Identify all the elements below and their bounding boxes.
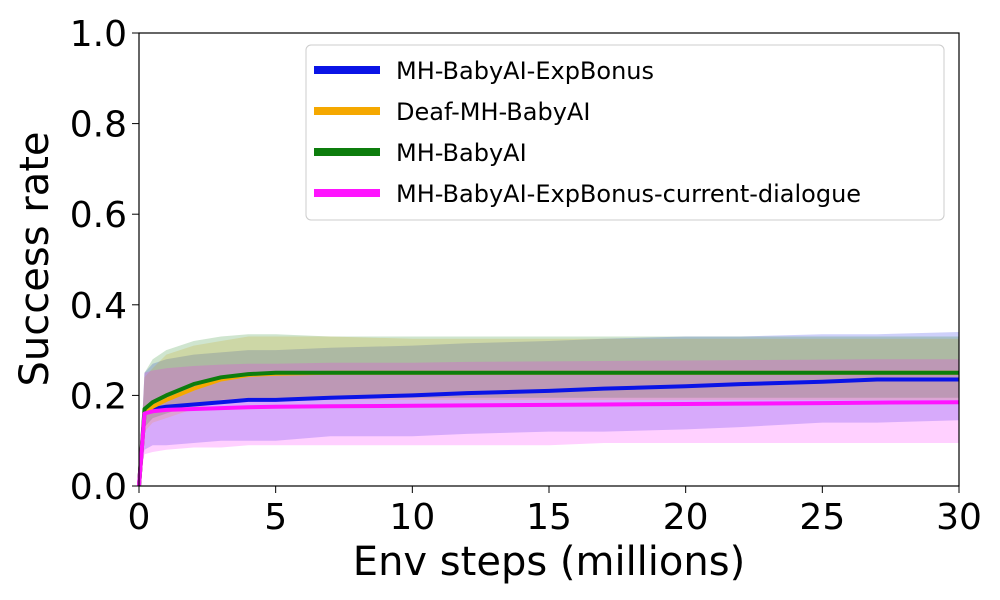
y-tick-label: 0.6	[70, 195, 127, 236]
confidence-bands	[139, 332, 959, 486]
line-series-4	[137, 400, 960, 487]
x-axis: 0 5 10 15 20 25 30	[128, 486, 982, 538]
x-tick-label: 5	[264, 497, 287, 538]
y-tick-label: 0.2	[70, 376, 127, 417]
band-series-1	[139, 332, 959, 486]
legend-box	[305, 44, 945, 221]
y-tick-label: 0.4	[70, 286, 127, 327]
x-tick-label: 20	[663, 497, 709, 538]
legend-label: Deaf-MH-BabyAI	[396, 98, 590, 126]
line-series-1	[137, 377, 959, 487]
legend: MH-BabyAI-ExpBonus Deaf-MH-BabyAI MH-BabyA…	[305, 44, 945, 221]
legend-swatch	[314, 189, 380, 197]
y-tick-label: 0.8	[70, 105, 127, 146]
band-series-4	[139, 359, 959, 486]
y-tick-label: 1.0	[70, 14, 127, 55]
legend-swatch	[314, 148, 380, 156]
x-tick-label: 10	[389, 497, 435, 538]
x-tick-label: 0	[128, 497, 151, 538]
x-tick-label: 15	[526, 497, 572, 538]
y-axis: 0.0 0.2 0.4 0.6 0.8 1.0	[70, 14, 139, 508]
legend-label: MH-BabyAI-ExpBonus-current-dialogue	[396, 180, 861, 208]
legend-swatch	[314, 107, 380, 115]
series-lines	[137, 370, 960, 487]
x-tick-label: 25	[799, 497, 845, 538]
legend-label: MH-BabyAI-ExpBonus	[396, 57, 654, 85]
line-series-3	[137, 370, 959, 487]
x-axis-title: Env steps (millions)	[353, 539, 745, 585]
legend-label: MH-BabyAI	[396, 139, 527, 167]
legend-swatch	[314, 66, 380, 74]
y-tick-label: 0.0	[70, 467, 127, 508]
x-tick-label: 30	[936, 497, 982, 538]
y-axis-title: Success rate	[12, 132, 58, 387]
